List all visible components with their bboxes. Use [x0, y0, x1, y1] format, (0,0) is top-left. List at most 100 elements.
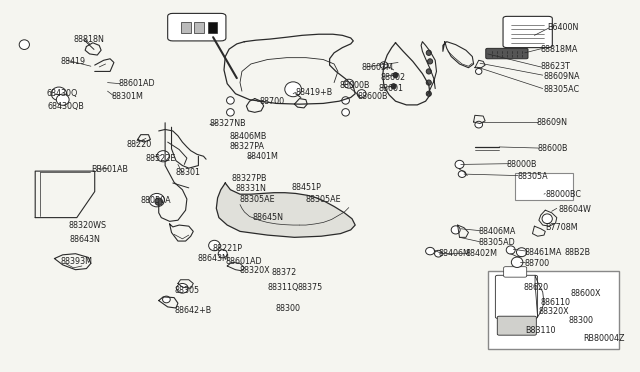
Text: 88B2B: 88B2B	[564, 248, 591, 257]
Text: 88000B: 88000B	[339, 81, 370, 90]
Ellipse shape	[344, 79, 354, 88]
Text: 88305AE: 88305AE	[240, 195, 276, 204]
Ellipse shape	[393, 73, 398, 78]
Ellipse shape	[391, 84, 396, 89]
Bar	[181, 22, 191, 33]
Ellipse shape	[435, 250, 442, 257]
Text: 88818N: 88818N	[74, 35, 104, 44]
Text: 88700: 88700	[259, 97, 284, 106]
Text: 88406M: 88406M	[438, 249, 470, 258]
Text: 88305A: 88305A	[517, 172, 548, 181]
Text: 88643M: 88643M	[197, 254, 229, 263]
Ellipse shape	[455, 160, 464, 169]
Text: 88300: 88300	[275, 304, 300, 313]
Text: 88601AD: 88601AD	[225, 257, 262, 266]
Text: 88645N: 88645N	[253, 213, 284, 222]
Text: 88320X: 88320X	[240, 266, 271, 275]
Ellipse shape	[506, 246, 515, 254]
Text: 88000B: 88000B	[507, 160, 538, 169]
Text: 88522E: 88522E	[146, 154, 176, 163]
Ellipse shape	[56, 94, 69, 105]
Text: 88372: 88372	[272, 268, 297, 277]
FancyBboxPatch shape	[504, 267, 527, 277]
Text: 88393M: 88393M	[61, 257, 93, 266]
Ellipse shape	[209, 240, 220, 251]
Text: 88327NB: 88327NB	[210, 119, 246, 128]
Text: 88602: 88602	[381, 73, 406, 81]
Text: 88401M: 88401M	[246, 153, 278, 161]
Text: 88301: 88301	[176, 169, 201, 177]
Ellipse shape	[19, 40, 29, 49]
FancyBboxPatch shape	[486, 48, 528, 59]
Text: 88300: 88300	[568, 316, 593, 325]
Text: 88609NA: 88609NA	[544, 72, 580, 81]
Text: 88320WS: 88320WS	[68, 221, 107, 230]
Ellipse shape	[285, 82, 301, 97]
Ellipse shape	[177, 283, 188, 293]
Text: 886110: 886110	[541, 298, 571, 307]
Bar	[515, 173, 573, 200]
Text: 88406MA: 88406MA	[479, 227, 516, 236]
Text: 88305: 88305	[174, 286, 199, 295]
Ellipse shape	[149, 193, 164, 207]
Text: 88331N: 88331N	[236, 185, 266, 193]
Text: 88311Q: 88311Q	[268, 283, 299, 292]
Text: 88600X: 88600X	[571, 289, 602, 298]
Polygon shape	[216, 183, 355, 237]
Text: 88221P: 88221P	[212, 244, 243, 253]
Text: 68430QB: 68430QB	[48, 102, 85, 110]
Ellipse shape	[426, 91, 431, 96]
Text: 88818MA: 88818MA	[541, 45, 578, 54]
Ellipse shape	[51, 87, 67, 100]
Text: 88305AE: 88305AE	[306, 195, 342, 204]
Text: B6400N: B6400N	[547, 23, 579, 32]
Text: 88327PB: 88327PB	[232, 174, 267, 183]
Text: 88050A: 88050A	[141, 196, 172, 205]
Ellipse shape	[476, 68, 482, 74]
Ellipse shape	[458, 171, 466, 177]
FancyBboxPatch shape	[503, 16, 552, 48]
Ellipse shape	[451, 226, 460, 234]
Text: B7708M: B7708M	[545, 223, 578, 232]
Text: 88406MB: 88406MB	[229, 132, 266, 141]
Ellipse shape	[157, 151, 170, 162]
Text: 88305AD: 88305AD	[479, 238, 515, 247]
Text: RB80004Z: RB80004Z	[584, 334, 625, 343]
Text: 88000BC: 88000BC	[545, 190, 581, 199]
Ellipse shape	[380, 62, 388, 68]
Ellipse shape	[542, 214, 552, 224]
Text: 88419: 88419	[61, 57, 86, 66]
Text: 88700: 88700	[525, 259, 550, 268]
Ellipse shape	[218, 250, 227, 258]
Text: 88402M: 88402M	[466, 249, 498, 258]
Text: 88601AD: 88601AD	[118, 79, 155, 88]
Text: 88305AC: 88305AC	[544, 85, 580, 94]
Ellipse shape	[342, 109, 349, 116]
Text: 68430Q: 68430Q	[47, 89, 78, 98]
Text: 88620: 88620	[524, 283, 548, 292]
Text: 88600B: 88600B	[357, 92, 388, 101]
Text: 88600B: 88600B	[538, 144, 568, 153]
Ellipse shape	[426, 80, 431, 85]
Text: 88601: 88601	[379, 84, 404, 93]
Ellipse shape	[428, 59, 433, 64]
Bar	[488, 271, 619, 349]
FancyBboxPatch shape	[497, 316, 536, 335]
Ellipse shape	[342, 97, 349, 104]
FancyBboxPatch shape	[168, 13, 226, 41]
Text: 88375: 88375	[298, 283, 323, 292]
Ellipse shape	[227, 97, 234, 104]
Text: 88301M: 88301M	[112, 92, 144, 101]
Ellipse shape	[155, 198, 163, 205]
Text: 88220: 88220	[127, 140, 152, 149]
Text: B83110: B83110	[525, 326, 556, 335]
Text: 88320X: 88320X	[539, 307, 570, 316]
Ellipse shape	[475, 121, 483, 128]
Text: 88604W: 88604W	[558, 205, 591, 214]
Text: 88419+B: 88419+B	[296, 88, 333, 97]
Ellipse shape	[516, 248, 527, 257]
Ellipse shape	[227, 109, 234, 116]
Ellipse shape	[426, 247, 435, 255]
Text: 88603M: 88603M	[362, 63, 394, 72]
Text: 88327PA: 88327PA	[229, 142, 264, 151]
